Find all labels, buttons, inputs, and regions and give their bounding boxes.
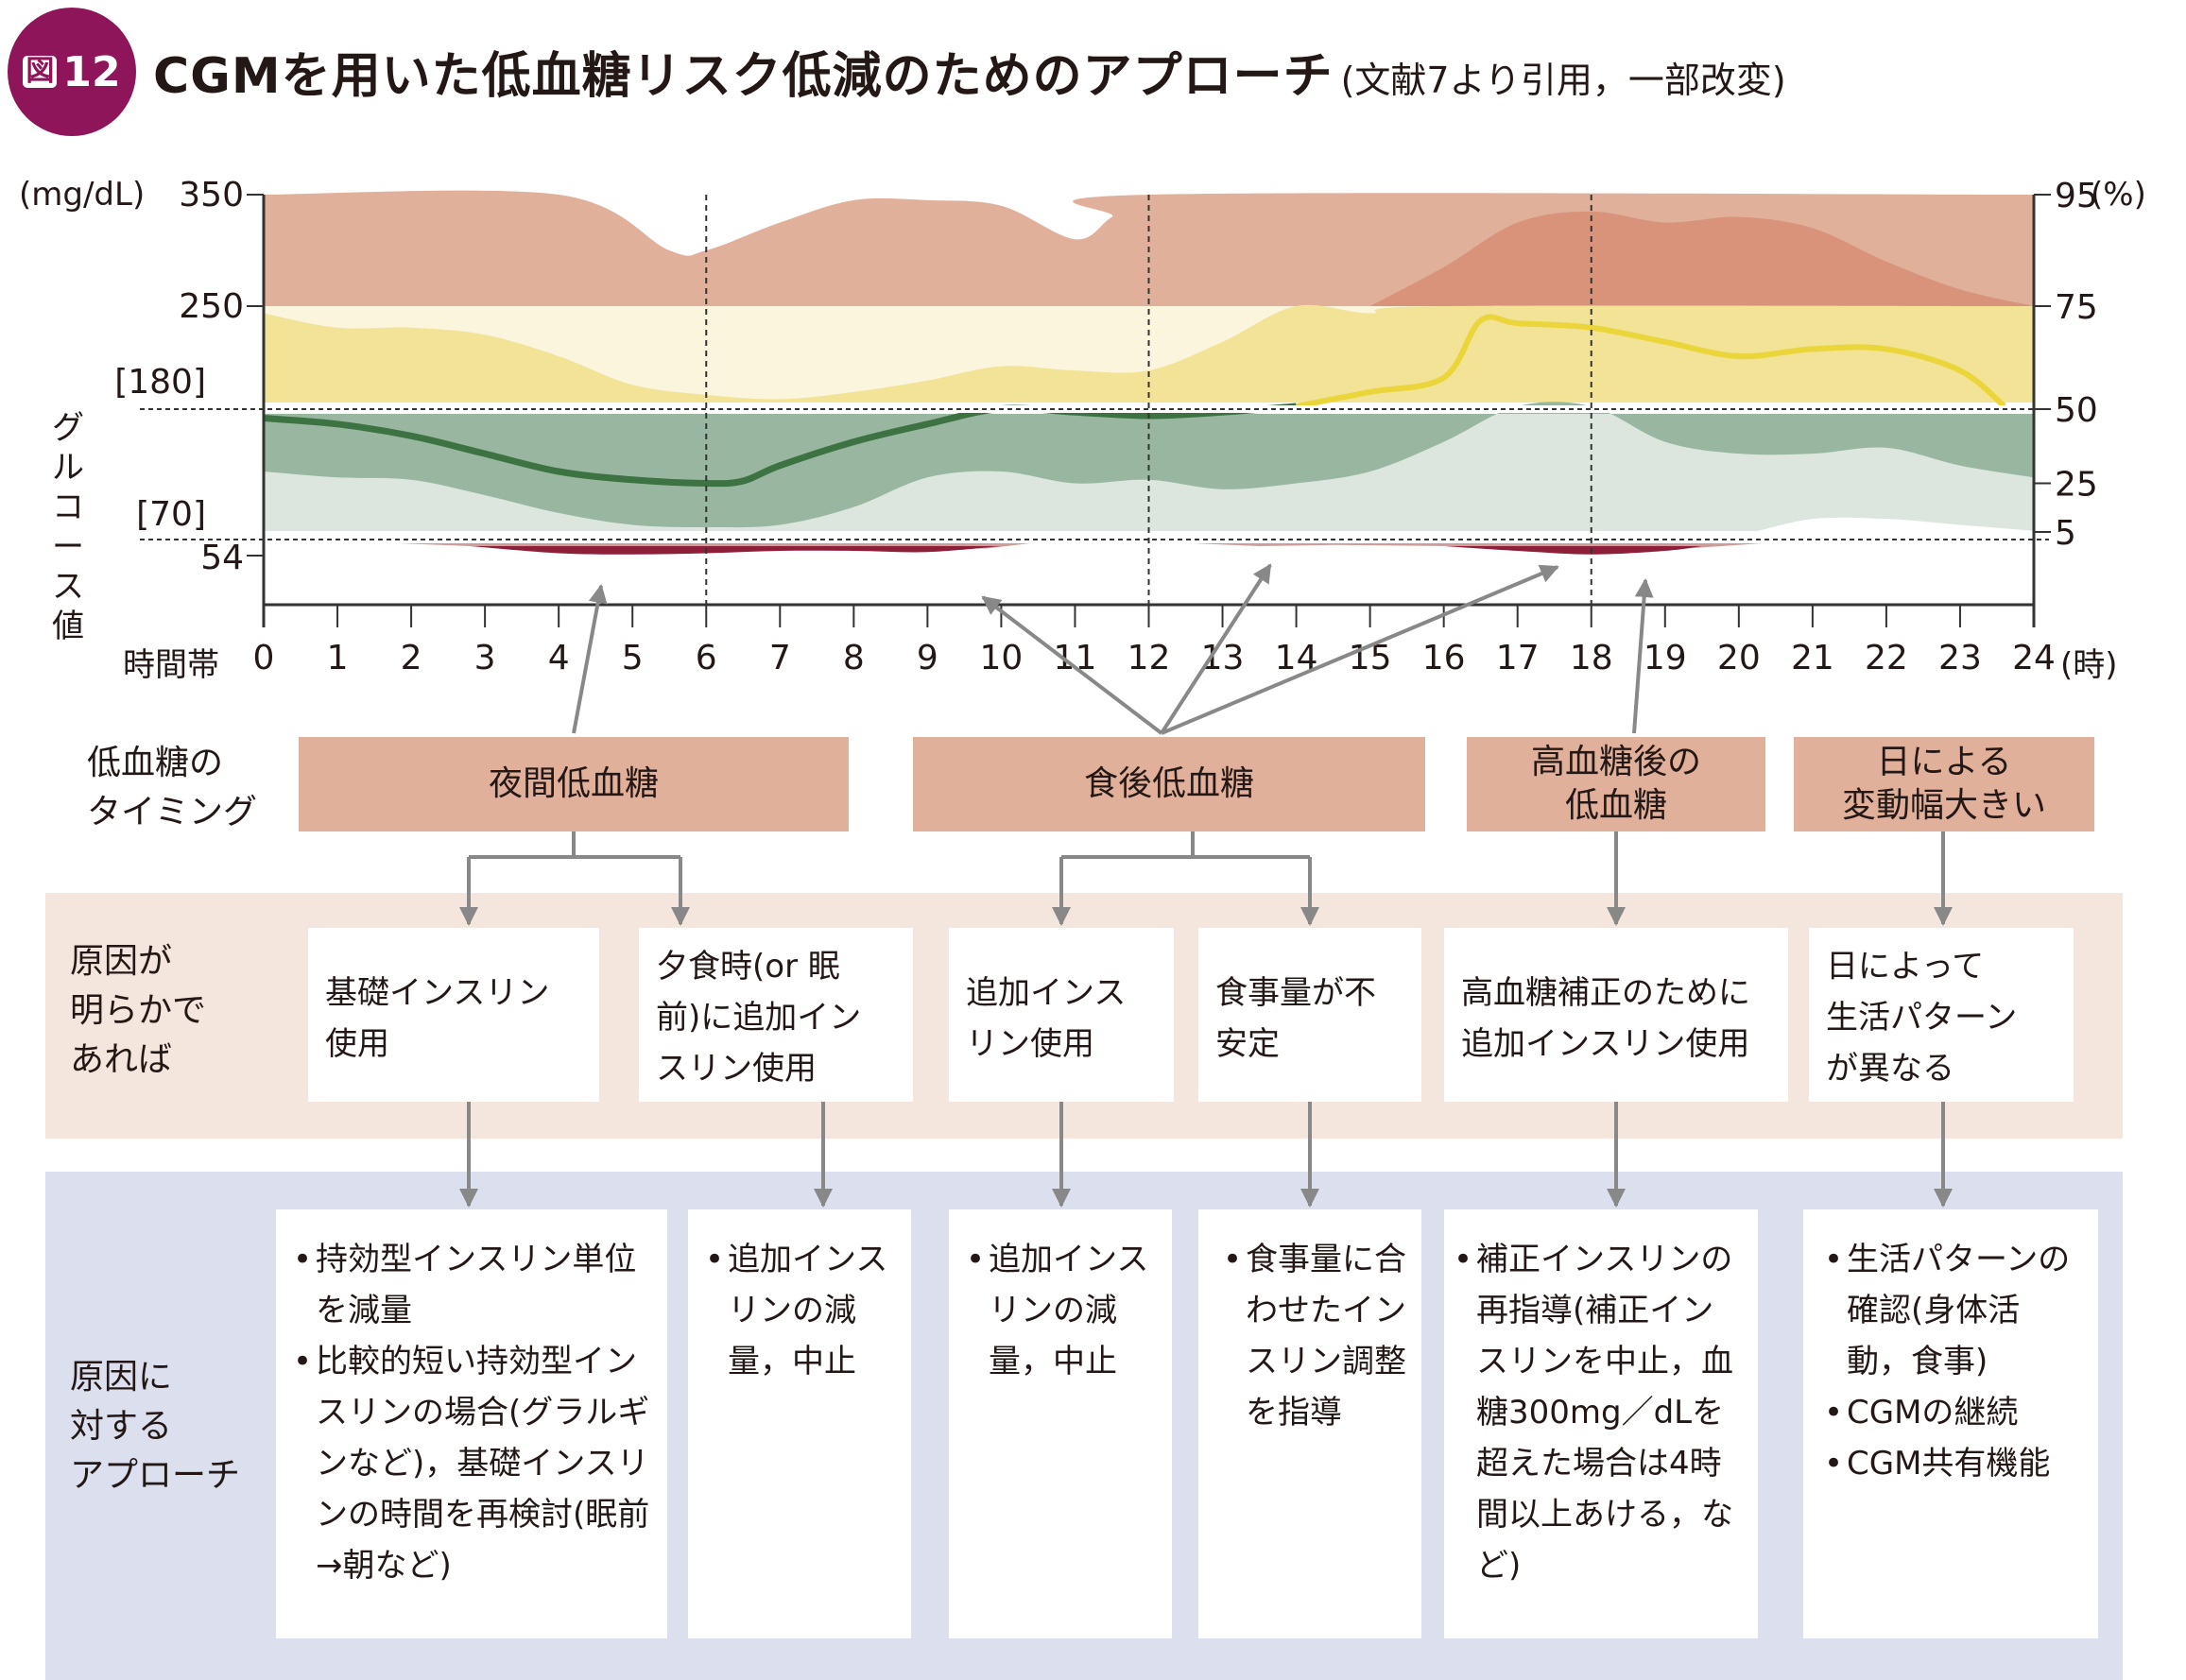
approach-item: 比較的短い持効型インスリンの場合(グラルギンなど)，基礎インスリンの時間を再検討… — [293, 1336, 652, 1591]
x-tick-label: 13 — [1201, 639, 1245, 677]
y-right-tick-label: 95 — [2055, 177, 2098, 215]
chart-guides — [140, 195, 2049, 605]
y-axis-label-char: ス — [52, 568, 84, 606]
x-tick-label: 1 — [327, 639, 349, 677]
y-axis-label-char: ル — [52, 449, 84, 487]
y-right-tick-label: 25 — [2055, 466, 2098, 505]
timing-label: 夜間低血糖 — [488, 764, 659, 803]
y-axis-label: グルコース値 — [49, 408, 87, 646]
timing-label: 高血糖後の 低血糖 — [1530, 743, 1701, 825]
x-tick-label: 19 — [1644, 639, 1687, 677]
timing-box-postprandial: 食後低血糖 — [913, 737, 1425, 831]
in-range-inner — [264, 402, 2034, 528]
x-tick-label: 8 — [843, 639, 865, 677]
approach-box: 追加インスリンの減量，中止 — [688, 1209, 911, 1638]
y-axis-label-char: グ — [52, 409, 84, 447]
x-tick-label: 7 — [769, 639, 791, 677]
timing-box-day-variability: 日による 変動幅大きい — [1794, 737, 2094, 831]
citation: (文献7より引用，一部改変) — [1340, 60, 1786, 101]
x-tick-label: 15 — [1349, 639, 1392, 677]
y-right-tick-label: 5 — [2055, 514, 2076, 553]
y-right-unit-label: (%) — [2091, 176, 2146, 214]
x-tick-label: 6 — [696, 639, 717, 677]
x-tick-label: 11 — [1054, 639, 1097, 677]
approach-box: 生活パターンの確認(身体活動，食事)CGMの継続CGM共有機能 — [1803, 1209, 2098, 1638]
approach-box: 持効型インスリン単位を減量比較的短い持効型インスリンの場合(グラルギンなど)，基… — [276, 1209, 667, 1638]
median-line-in-range — [263, 403, 1297, 488]
x-tick-label: 14 — [1275, 639, 1318, 677]
title-text: CGMを用いた低血糖リスク低減のためのアプローチ — [153, 48, 1334, 105]
timing-row-label: 低血糖の タイミング — [87, 744, 258, 831]
x-axis-label: 時間帯 — [123, 646, 219, 684]
approach-item: 追加インスリンの減量，中止 — [966, 1234, 1157, 1387]
y-tick-label: [70] — [136, 495, 206, 534]
approach-item: 追加インスリンの減量，中止 — [705, 1234, 896, 1387]
y-right-tick-label: 50 — [2055, 391, 2098, 430]
y-tick-label: 54 — [200, 539, 244, 577]
approach-item: 補正インスリンの再指導(補正インスリンを中止，血糖300mg／dLを超えた場合は… — [1454, 1234, 1743, 1591]
figure-title: CGMを用いた低血糖リスク低減のためのアプローチ (文献7より引用，一部改変) — [153, 36, 1786, 107]
x-tick-label: 3 — [474, 639, 496, 677]
x-unit-label: (時) — [2060, 646, 2118, 684]
y-axis-label-char: 値 — [52, 608, 84, 645]
figure-prefix: 図 — [23, 56, 58, 88]
y-tick-label: 250 — [179, 287, 244, 326]
x-tick-label: 2 — [401, 639, 422, 677]
approach-box: 食事量に合わせたインスリン調整を指導 — [1198, 1209, 1421, 1638]
cause-box: 追加インス リン使用 — [949, 928, 1174, 1102]
x-tick-label: 23 — [1938, 639, 1982, 677]
low-band-inner-b — [1443, 546, 1702, 555]
x-tick-label: 5 — [622, 639, 644, 677]
cause-box: 食事量が不 安定 — [1198, 928, 1421, 1102]
median-line-above-range — [1296, 314, 2006, 409]
high-band-inner — [1369, 211, 2034, 306]
y-axis-label-char: ー — [52, 528, 84, 566]
y-tick-label: [180] — [114, 363, 206, 402]
x-tick-label: 17 — [1496, 639, 1540, 677]
figure-number: 12 — [62, 47, 121, 96]
x-tick-label: 10 — [980, 639, 1024, 677]
cause-box: 高血糖補正のために 追加インスリン使用 — [1444, 928, 1788, 1102]
x-tick-label: 0 — [253, 639, 275, 677]
x-tick-label: 21 — [1791, 639, 1834, 677]
figure-badge: 図 12 — [8, 8, 136, 136]
x-tick-label: 16 — [1422, 639, 1466, 677]
agp-chart: 0 1 2 3 4 5 6 7 8 9 10 11 12 13 14 15 16 17 18 19 20 21 22 23 24… — [114, 176, 2098, 677]
y-tick-label: 350 — [179, 176, 244, 214]
cause-box: 夕食時(or 眠 前)に追加イン スリン使用 — [639, 928, 913, 1102]
approach-item: 持効型インスリン単位を減量 — [293, 1234, 652, 1336]
approach-box: 補正インスリンの再指導(補正インスリンを中止，血糖300mg／dLを超えた場合は… — [1444, 1209, 1758, 1638]
timing-label: 食後低血糖 — [1083, 764, 1254, 803]
cause-row-label: 原因が 明らかで あれば — [70, 942, 207, 1079]
y-axis-label-char: コ — [52, 489, 84, 526]
y-right-tick-label: 75 — [2055, 288, 2098, 327]
chart-lines — [263, 314, 2006, 488]
approach-box: 追加インスリンの減量，中止 — [949, 1209, 1172, 1638]
x-tick-label: 4 — [548, 639, 570, 677]
cause-box: 日によって 生活パターン が異なる — [1809, 928, 2074, 1102]
x-tick-label: 22 — [1865, 639, 1908, 677]
approach-item: 食事量に合わせたインスリン調整を指導 — [1223, 1234, 1406, 1438]
x-tick-label: 9 — [917, 639, 938, 677]
x-tick-label: 24 — [2012, 639, 2056, 677]
approach-item: CGM共有機能 — [1824, 1438, 2083, 1489]
low-band-inner-a — [470, 546, 1002, 555]
approach-item: 生活パターンの確認(身体活動，食事) — [1824, 1234, 2083, 1387]
y-unit-label: (mg/dL) — [19, 176, 146, 214]
x-tick-label: 20 — [1717, 639, 1761, 677]
timing-label: 日による 変動幅大きい — [1841, 743, 2046, 825]
approach-row-label: 原因に 対する アプローチ — [70, 1358, 241, 1495]
x-tick-label: 18 — [1570, 639, 1613, 677]
x-tick-label: 12 — [1127, 639, 1171, 677]
cause-box: 基礎インスリン 使用 — [308, 928, 599, 1102]
approach-item: CGMの継続 — [1824, 1387, 2083, 1438]
timing-box-nocturnal: 夜間低血糖 — [299, 737, 849, 831]
timing-box-post-hyperglycemia: 高血糖後の 低血糖 — [1467, 737, 1765, 831]
